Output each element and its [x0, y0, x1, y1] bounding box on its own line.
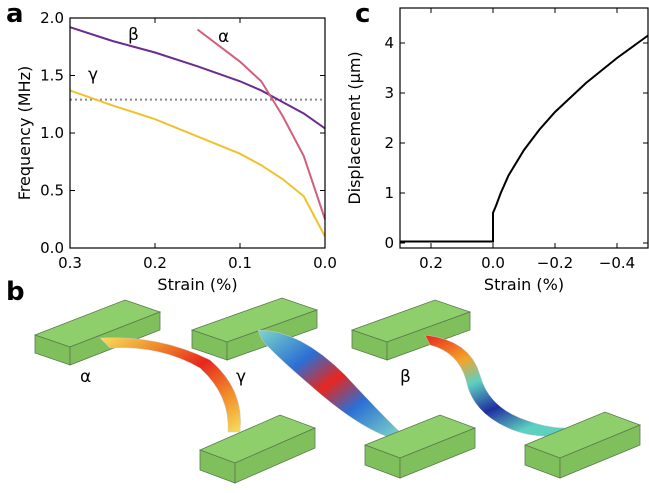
y-tick-label: 1	[384, 184, 394, 202]
series-label: γ	[88, 65, 98, 85]
x-tick-label: −0.2	[537, 254, 573, 272]
y-tick-label: 2	[384, 134, 394, 152]
y-tick-label: 4	[384, 34, 394, 52]
panel-label: a	[6, 0, 24, 29]
plot-frame	[400, 8, 648, 248]
series-line	[70, 90, 325, 236]
y-tick-label: 3	[384, 84, 394, 102]
y-axis-label: Displacement (μm)	[345, 51, 364, 204]
x-axis-label: Strain (%)	[157, 275, 237, 294]
x-tick-label: 0.1	[228, 254, 252, 272]
y-tick-label: 2.0	[40, 9, 64, 27]
x-tick-label: 0.0	[481, 254, 505, 272]
series-label: α	[218, 27, 229, 47]
y-tick-label: 0	[384, 234, 394, 252]
mode-label: β	[400, 367, 411, 387]
x-axis-label: Strain (%)	[484, 275, 564, 294]
x-tick-label: −0.4	[599, 254, 635, 272]
figure: a b c α γ β 0.30.20.10.00.00.51.01.52.0γ…	[0, 0, 649, 489]
x-tick-label: 0.2	[143, 254, 167, 272]
series-label: β	[128, 25, 139, 45]
panel-label: c	[355, 0, 370, 29]
y-axis-label: Frequency (MHz)	[15, 66, 34, 200]
series-line	[70, 27, 325, 128]
plot-frame	[70, 18, 325, 248]
x-tick-label: 0.2	[419, 254, 443, 272]
mode-label: α	[80, 367, 91, 387]
y-tick-label: 0.5	[40, 182, 64, 200]
panel-label: b	[6, 277, 25, 307]
y-tick-label: 1.5	[40, 67, 64, 85]
y-tick-label: 1.0	[40, 124, 64, 142]
series-line	[198, 30, 326, 220]
mode-label: γ	[236, 367, 246, 387]
y-tick-label: 0.0	[40, 239, 64, 257]
series-line	[400, 36, 648, 242]
x-tick-label: 0.0	[313, 254, 337, 272]
